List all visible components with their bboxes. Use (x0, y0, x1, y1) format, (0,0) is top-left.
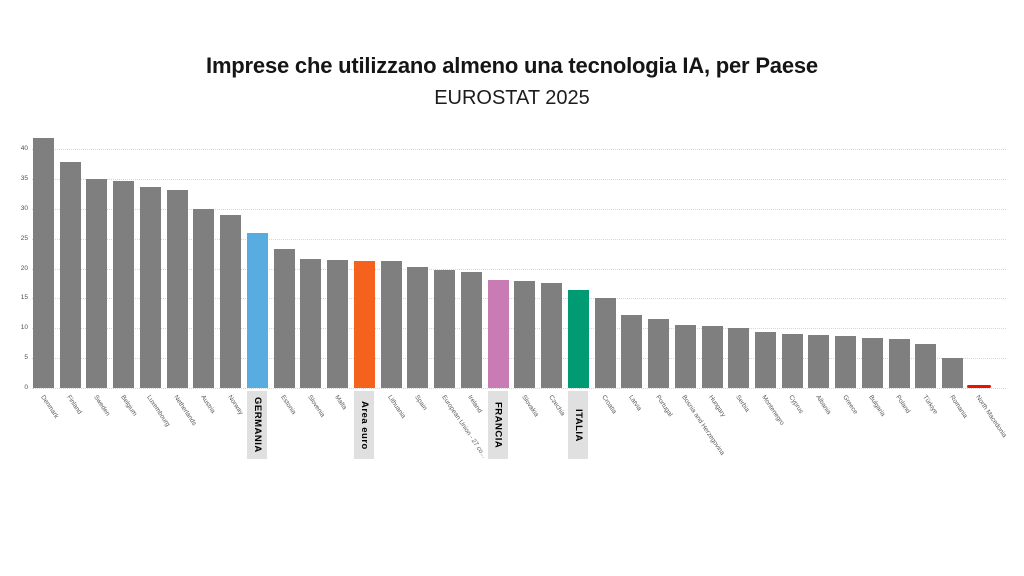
x-label-portugal: Portugal (653, 394, 674, 418)
bar-albania (808, 335, 830, 388)
y-tick-label-20: 20 (20, 264, 28, 272)
x-label-spain: Spain (413, 394, 429, 412)
chart-title: Imprese che utilizzano almeno una tecnol… (206, 53, 818, 78)
x-label-norway: Norway (225, 394, 245, 417)
x-label-poland: Poland (894, 394, 912, 415)
x-label-malta: Malta (332, 394, 348, 412)
x-label-italia: ITALIA (568, 391, 589, 459)
y-tick-label-25: 25 (20, 234, 28, 242)
bar-lithuania (380, 261, 402, 388)
gridline-20 (32, 268, 1006, 270)
x-label-hungary: Hungary (707, 394, 727, 419)
bar-luxembourg (139, 187, 161, 388)
bar-poland (888, 339, 910, 388)
x-label-finland: Finland (65, 394, 84, 416)
x-label-lithuania: Lithuania (386, 394, 407, 420)
bar-germania (246, 233, 268, 388)
x-label-slovakia: Slovakia (520, 394, 540, 419)
bar-austria (193, 209, 215, 388)
x-label-montenegro: Montenegro (760, 394, 786, 427)
x-label-cyprus: Cyprus (787, 394, 805, 415)
bar-netherlands (166, 190, 188, 388)
x-label-t-rkiye: Türkiye (921, 394, 939, 416)
x-label-belgium: Belgium (118, 394, 138, 418)
x-label-romania: Romania (947, 394, 969, 420)
gridline-25 (32, 238, 1006, 240)
bar-croatia (594, 298, 616, 388)
bar-sweden (86, 179, 108, 388)
y-tick-label-10: 10 (20, 324, 28, 332)
bar-spain (407, 267, 429, 388)
x-label-serbia: Serbia (733, 394, 751, 414)
x-label-sweden: Sweden (92, 394, 112, 418)
y-tick-label-40: 40 (20, 145, 28, 152)
bar-slovenia (300, 259, 322, 388)
x-label-slovenia: Slovenia (306, 394, 326, 419)
x-label-austria: Austria (199, 394, 217, 415)
gridline-40 (32, 149, 1006, 150)
x-label-area-euro: Area euro (354, 391, 375, 459)
bar-cyprus (781, 334, 803, 388)
x-label-netherlands: Netherlands (172, 394, 198, 427)
bar-european-union-27-co (434, 270, 456, 388)
bar-czechia (541, 283, 563, 388)
bar-romania (942, 358, 964, 388)
y-tick-label-15: 15 (20, 294, 28, 302)
bar-t-rkiye (915, 344, 937, 388)
bar-denmark (33, 138, 54, 388)
bar-malta (327, 260, 349, 388)
bar-area-euro (353, 261, 375, 388)
x-label-denmark: Denmark (38, 394, 60, 420)
x-label-albania: Albania (814, 394, 833, 416)
x-label-ireland: Ireland (466, 394, 484, 415)
gridline-35 (32, 178, 1006, 180)
y-tick-label-0: 0 (24, 384, 28, 391)
bar-bosnia-and-herzegovina (674, 325, 696, 388)
x-label-czechia: Czechia (546, 394, 566, 418)
bar-francia (487, 280, 509, 388)
x-label-francia: FRANCIA (488, 391, 509, 459)
bar-greece (835, 336, 857, 388)
bar-bulgaria (861, 338, 883, 388)
y-tick-label-30: 30 (20, 204, 28, 212)
bar-slovakia (514, 281, 536, 388)
x-label-latvia: Latvia (626, 394, 643, 413)
bar-portugal (648, 319, 670, 388)
bar-belgium (113, 181, 135, 388)
bar-finland (59, 162, 81, 388)
gridline-0 (32, 388, 1006, 389)
x-label-north-macedonia: North Macedonia (974, 394, 1009, 439)
chart-subtitle: EUROSTAT 2025 (434, 87, 590, 109)
x-label-greece: Greece (840, 394, 859, 416)
bar-estonia (273, 249, 295, 388)
bar-norway (220, 215, 242, 388)
x-label-luxembourg: Luxembourg (145, 394, 172, 428)
y-tick-label-35: 35 (20, 174, 28, 182)
x-label-estonia: Estonia (279, 394, 298, 416)
x-label-germania: GERMANIA (247, 391, 268, 459)
bar-hungary (701, 326, 723, 388)
y-tick-label-5: 5 (24, 354, 28, 362)
bar-montenegro (754, 332, 776, 388)
gridline-30 (32, 208, 1006, 210)
bar-serbia (728, 328, 750, 388)
x-label-croatia: Croatia (600, 394, 618, 416)
x-label-bulgaria: Bulgaria (867, 394, 887, 418)
x-label-european-union-27-co: European Union - 27 co... (439, 394, 488, 460)
bar-north-macedonia (967, 385, 992, 388)
bar-latvia (621, 315, 643, 388)
bar-ireland (460, 272, 482, 388)
bar-italia (567, 290, 589, 388)
